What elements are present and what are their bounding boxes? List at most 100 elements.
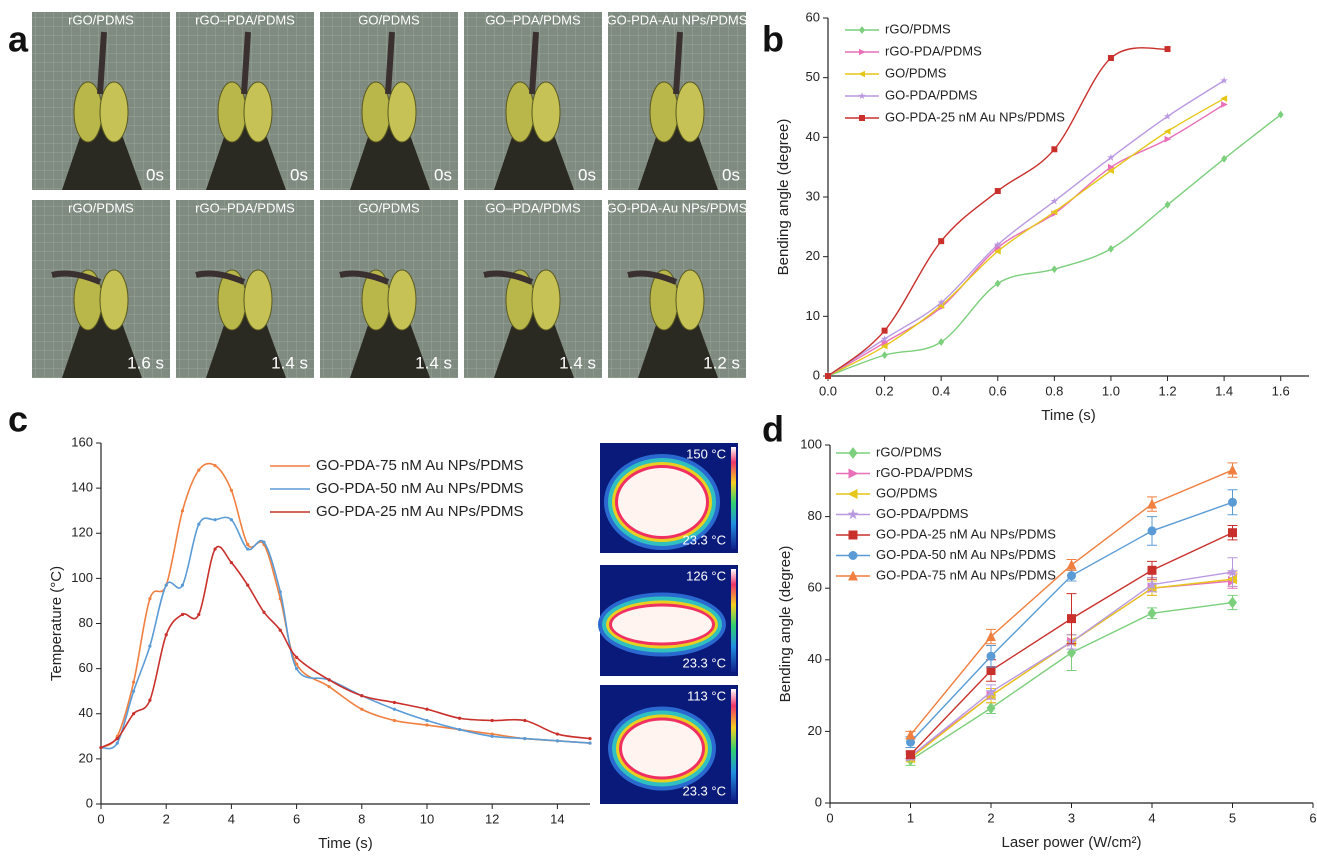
photo-label: GO–PDA/PDMS xyxy=(485,200,581,215)
marker xyxy=(1220,76,1228,84)
photo-stand xyxy=(638,102,718,190)
thermal-min: 23.3 °C xyxy=(682,783,726,798)
marker xyxy=(1146,578,1158,590)
photo-clip xyxy=(675,81,705,143)
panel-label: a xyxy=(8,19,29,60)
marker xyxy=(555,732,560,736)
x-tick-label: 5 xyxy=(1229,810,1236,825)
marker xyxy=(213,463,217,468)
panel-label: d xyxy=(762,409,784,450)
marker xyxy=(880,342,888,350)
marker xyxy=(360,707,364,711)
photo-clip xyxy=(675,269,705,331)
series-line xyxy=(827,47,1168,377)
photo-stand xyxy=(494,102,574,190)
thermal-spot xyxy=(612,606,712,643)
legend-label: GO/PDMS xyxy=(885,65,947,80)
photo-clip xyxy=(243,81,273,143)
marker xyxy=(180,509,185,513)
photo-stand xyxy=(494,290,574,378)
marker xyxy=(1164,46,1171,53)
marker xyxy=(197,522,201,526)
marker xyxy=(1228,497,1237,507)
marker xyxy=(425,723,429,727)
y-tick-label: 20 xyxy=(79,750,93,765)
marker xyxy=(1221,101,1228,108)
marker xyxy=(986,702,996,714)
y-tick-label: 140 xyxy=(71,480,93,495)
marker xyxy=(881,327,888,334)
y-tick-label: 40 xyxy=(79,705,93,720)
legend-marker xyxy=(847,489,858,499)
marker xyxy=(986,651,996,661)
x-tick-label: 0.2 xyxy=(876,383,894,398)
y-tick-label: 0 xyxy=(813,367,820,382)
thermal-max: 126 °C xyxy=(686,568,726,583)
marker xyxy=(1107,245,1114,253)
photo-stand xyxy=(62,102,142,190)
marker xyxy=(905,729,916,740)
photo-time: 1.4 s xyxy=(415,353,452,372)
marker xyxy=(132,712,136,716)
marker xyxy=(148,698,152,702)
x-tick-label: 10 xyxy=(420,811,434,826)
marker xyxy=(180,583,185,587)
x-tick-label: 4 xyxy=(1148,810,1155,825)
y-tick-label: 0 xyxy=(815,794,822,809)
series-line xyxy=(100,516,591,750)
photo-label: rGO–PDA/PDMS xyxy=(195,12,295,27)
marker xyxy=(148,644,152,648)
legend-marker xyxy=(859,26,865,34)
photo-label: GO–PDA/PDMS xyxy=(485,12,581,27)
x-axis-label: Time (s) xyxy=(318,835,372,852)
thermal-max: 150 °C xyxy=(686,446,726,461)
marker xyxy=(1067,614,1076,624)
x-tick-label: 0.8 xyxy=(1045,383,1063,398)
marker xyxy=(588,741,592,745)
panel-label: c xyxy=(8,399,28,440)
legend-marker xyxy=(848,468,859,479)
panel-label: b xyxy=(762,19,784,60)
marker xyxy=(425,718,429,723)
legend-marker xyxy=(848,447,858,459)
marker xyxy=(994,240,1002,248)
marker xyxy=(295,667,299,671)
marker xyxy=(880,335,889,343)
marker xyxy=(458,727,462,732)
marker xyxy=(994,247,1001,255)
legend-label: rGO/PDMS xyxy=(885,21,951,36)
marker xyxy=(1067,571,1076,581)
marker xyxy=(490,718,494,723)
photo-time: 0s xyxy=(578,165,596,184)
y-tick-label: 40 xyxy=(806,129,820,144)
marker xyxy=(1277,110,1284,119)
photo-film xyxy=(195,270,246,285)
photo-label: GO/PDMS xyxy=(358,200,420,215)
legend-label: GO-PDA/PDMS xyxy=(885,87,978,102)
legend-marker xyxy=(847,508,859,520)
photo-time: 1.6 s xyxy=(127,353,164,372)
y-tick-label: 120 xyxy=(71,525,93,540)
photo-clip xyxy=(531,269,561,331)
marker xyxy=(1163,112,1172,120)
x-tick-label: 1.0 xyxy=(1102,383,1120,398)
marker xyxy=(555,739,560,743)
marker xyxy=(425,707,429,711)
marker xyxy=(1107,153,1115,161)
y-axis-label: Bending angle (degree) xyxy=(777,546,794,703)
x-tick-label: 1 xyxy=(907,810,914,825)
marker xyxy=(1107,167,1114,175)
x-tick-label: 1.4 xyxy=(1215,383,1233,398)
legend-label: GO-PDA-50 nM Au NPs/PDMS xyxy=(876,547,1056,562)
photo-film xyxy=(339,270,390,285)
y-tick-label: 80 xyxy=(79,615,93,630)
marker xyxy=(1228,528,1237,538)
marker xyxy=(1221,154,1228,163)
photo-time: 0s xyxy=(434,165,452,184)
x-tick-label: 0.6 xyxy=(989,383,1007,398)
photo-label: GO/PDMS xyxy=(358,12,420,27)
x-tick-label: 3 xyxy=(1068,810,1075,825)
photo-stand xyxy=(206,290,286,378)
marker xyxy=(1107,54,1114,61)
marker xyxy=(229,488,233,492)
